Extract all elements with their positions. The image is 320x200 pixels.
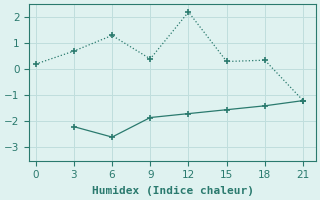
X-axis label: Humidex (Indice chaleur): Humidex (Indice chaleur) — [92, 186, 253, 196]
